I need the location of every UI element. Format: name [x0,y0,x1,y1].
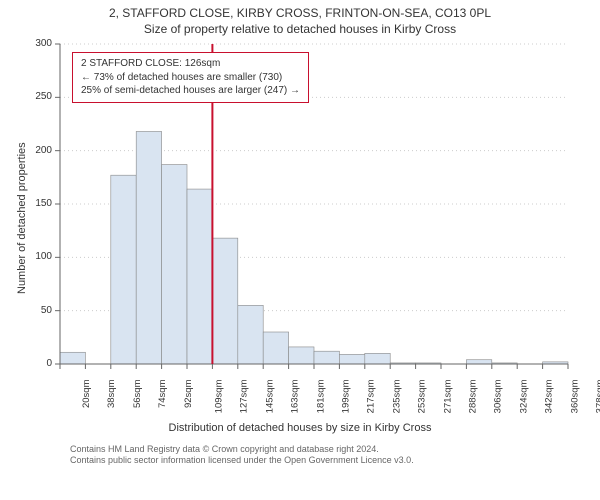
y-tick: 150 [12,198,52,209]
title-subtitle: Size of property relative to detached ho… [0,22,600,36]
x-tick: 127sqm [239,380,250,414]
x-tick: 74sqm [157,380,168,409]
x-tick: 163sqm [290,380,301,414]
x-tick: 378sqm [594,380,600,414]
footer-attribution: Contains HM Land Registry data © Crown c… [70,444,414,467]
x-axis-label: Distribution of detached houses by size … [0,422,600,434]
y-tick: 200 [12,145,52,156]
x-tick: 56sqm [132,380,143,409]
x-tick: 360sqm [569,380,580,414]
footer-line2: Contains public sector information licen… [70,455,414,466]
y-axis-label: Number of detached properties [16,142,28,294]
title-address: 2, STAFFORD CLOSE, KIRBY CROSS, FRINTON-… [0,6,600,20]
x-tick: 288sqm [467,380,478,414]
x-tick: 92sqm [183,380,194,409]
x-tick: 109sqm [213,380,224,414]
x-tick: 20sqm [81,380,92,409]
annotation-box: 2 STAFFORD CLOSE: 126sqm ← 73% of detach… [72,52,309,103]
x-tick: 235sqm [391,380,402,414]
x-tick: 253sqm [417,380,428,414]
y-tick: 100 [12,251,52,262]
x-tick: 324sqm [518,380,529,414]
x-tick: 217sqm [366,380,377,414]
x-tick: 199sqm [340,380,351,414]
x-tick: 306sqm [493,380,504,414]
y-tick: 50 [12,305,52,316]
page: 2, STAFFORD CLOSE, KIRBY CROSS, FRINTON-… [0,0,600,500]
x-tick: 181sqm [315,380,326,414]
x-tick: 271sqm [442,380,453,414]
x-tick: 38sqm [106,380,117,409]
x-tick: 342sqm [544,380,555,414]
annotation-line3: 25% of semi-detached houses are larger (… [81,84,300,98]
chart-container: Number of detached properties 0 50 100 150 2… [0,36,600,476]
annotation-line2: ← 73% of detached houses are smaller (73… [81,71,300,85]
y-tick: 300 [12,38,52,49]
footer-line1: Contains HM Land Registry data © Crown c… [70,444,414,455]
y-tick: 0 [12,358,52,369]
x-tick: 145sqm [264,380,275,414]
annotation-line1: 2 STAFFORD CLOSE: 126sqm [81,57,300,71]
y-tick: 250 [12,91,52,102]
